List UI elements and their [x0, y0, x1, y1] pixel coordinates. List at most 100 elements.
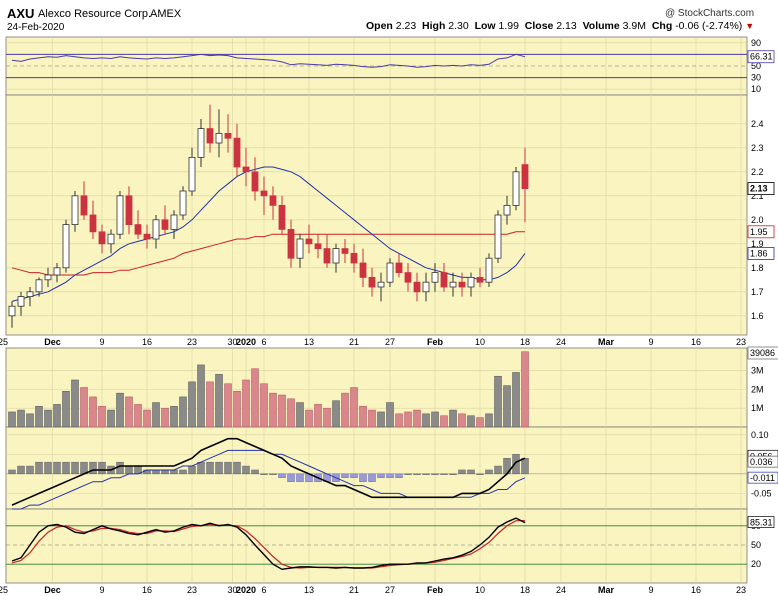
volume-bar — [350, 387, 358, 428]
macd-histogram-bar — [188, 465, 196, 475]
candle-body — [17, 296, 25, 307]
candle-body — [179, 190, 187, 216]
date-tick-label-bottom: 6 — [261, 585, 266, 595]
volume-bar — [215, 374, 223, 428]
volume-tick-label: 2M — [751, 384, 764, 394]
candle-body — [71, 195, 79, 226]
volume-bar — [476, 417, 484, 428]
macd-value-box — [747, 455, 778, 468]
volume-bar — [260, 383, 268, 428]
macd-histogram-bar — [431, 473, 439, 475]
date-tick-label: 23 — [187, 337, 197, 347]
volume-bar — [296, 402, 304, 428]
volume-last-box — [747, 346, 778, 360]
date-tick-label-bottom: 13 — [304, 585, 314, 595]
macd-histogram-bar — [350, 473, 358, 478]
volume-bar — [161, 407, 169, 428]
macd-histogram-bar — [206, 461, 214, 475]
rsi-last-box — [747, 50, 775, 64]
candle-body — [332, 248, 340, 264]
volume-bar — [323, 407, 331, 428]
macd-histogram-bar — [467, 469, 475, 475]
volume-bar — [404, 411, 412, 428]
macd-histogram-bar — [269, 473, 277, 475]
last-close-label-box — [747, 182, 775, 196]
rsi-panel — [5, 36, 748, 96]
macd-histogram-bar — [296, 473, 304, 482]
sma50-value-label-box — [747, 225, 775, 239]
candle-body — [449, 281, 457, 288]
candle-body — [215, 132, 223, 144]
volume-bar — [80, 387, 88, 428]
date-tick-label-bottom: Feb — [427, 585, 444, 595]
volume-tick-label: 1M — [751, 403, 764, 413]
macd-histogram-bar — [278, 473, 286, 478]
macd-histogram-bar — [521, 458, 529, 475]
volume-bar — [170, 406, 178, 428]
macd-line — [11, 437, 526, 506]
volume-bar — [440, 415, 448, 428]
volume-bar — [17, 409, 25, 428]
close-value: 2.13 — [556, 20, 577, 32]
macd-histogram-bar — [242, 465, 250, 475]
stochastic-tick-label: 20 — [751, 559, 761, 569]
date-tick-label: 13 — [304, 337, 314, 347]
date-tick-label-bottom: 24 — [556, 585, 566, 595]
sma20-line — [11, 166, 526, 302]
macd-histogram-bar — [197, 461, 205, 475]
volume-bar — [251, 368, 259, 428]
date-tick-label-bottom: 16 — [691, 585, 701, 595]
date-tick-label: 24 — [556, 337, 566, 347]
candle-body — [440, 272, 448, 288]
macd-histogram-bar — [512, 454, 520, 475]
macd-histogram-bar — [458, 469, 466, 475]
candle-body — [386, 262, 394, 283]
ticker-symbol: AXU — [7, 6, 35, 21]
volume-bar — [89, 396, 97, 428]
macd-histogram-bar — [368, 473, 376, 482]
stochastic-k-line — [11, 517, 526, 571]
candle-body — [233, 137, 241, 168]
date-tick-label: 18 — [520, 337, 530, 347]
rsi-tick-label: 30 — [751, 73, 761, 83]
sma50-line — [11, 231, 525, 276]
macd-histogram-bar — [17, 465, 25, 475]
candle-body — [314, 243, 322, 250]
rsi-tick-label: 50 — [751, 61, 761, 71]
candle-body — [350, 252, 358, 264]
volume-bar — [107, 409, 115, 428]
volume-bar — [332, 400, 340, 428]
macd-histogram-bar — [161, 469, 169, 475]
volume-bar — [71, 379, 79, 428]
macd-value-box — [747, 471, 778, 484]
volume-bar — [224, 383, 232, 428]
date-tick-label: 9 — [648, 337, 653, 347]
low-value: 1.99 — [498, 20, 519, 32]
candle-body — [98, 231, 106, 245]
candle-body — [8, 305, 16, 317]
candle-body — [359, 262, 367, 278]
high-label: High — [422, 20, 446, 32]
macd-histogram-bar — [98, 461, 106, 475]
macd-histogram-bar — [53, 461, 61, 475]
macd-histogram-bar — [422, 473, 430, 475]
price-tick-label: 2.2 — [751, 167, 764, 177]
volume-bar — [188, 381, 196, 428]
stochastic-last-box — [747, 516, 775, 528]
open-value: 2.23 — [395, 20, 417, 32]
candle-body — [107, 233, 115, 245]
macd-histogram-bar — [125, 465, 133, 475]
candle-body — [269, 195, 277, 206]
date-tick-label: 6 — [261, 337, 266, 347]
volume-bar — [287, 398, 295, 428]
candle-body — [422, 281, 430, 293]
macd-histogram-bar — [26, 465, 34, 475]
macd-histogram-bar — [404, 473, 412, 475]
volume-bar — [134, 404, 142, 428]
volume-bar — [341, 392, 349, 428]
volume-bar — [35, 406, 43, 428]
macd-histogram-bar — [395, 473, 403, 478]
volume-bar — [422, 413, 430, 428]
date-tick-label: 23 — [736, 337, 746, 347]
date-tick-label: 21 — [349, 337, 359, 347]
